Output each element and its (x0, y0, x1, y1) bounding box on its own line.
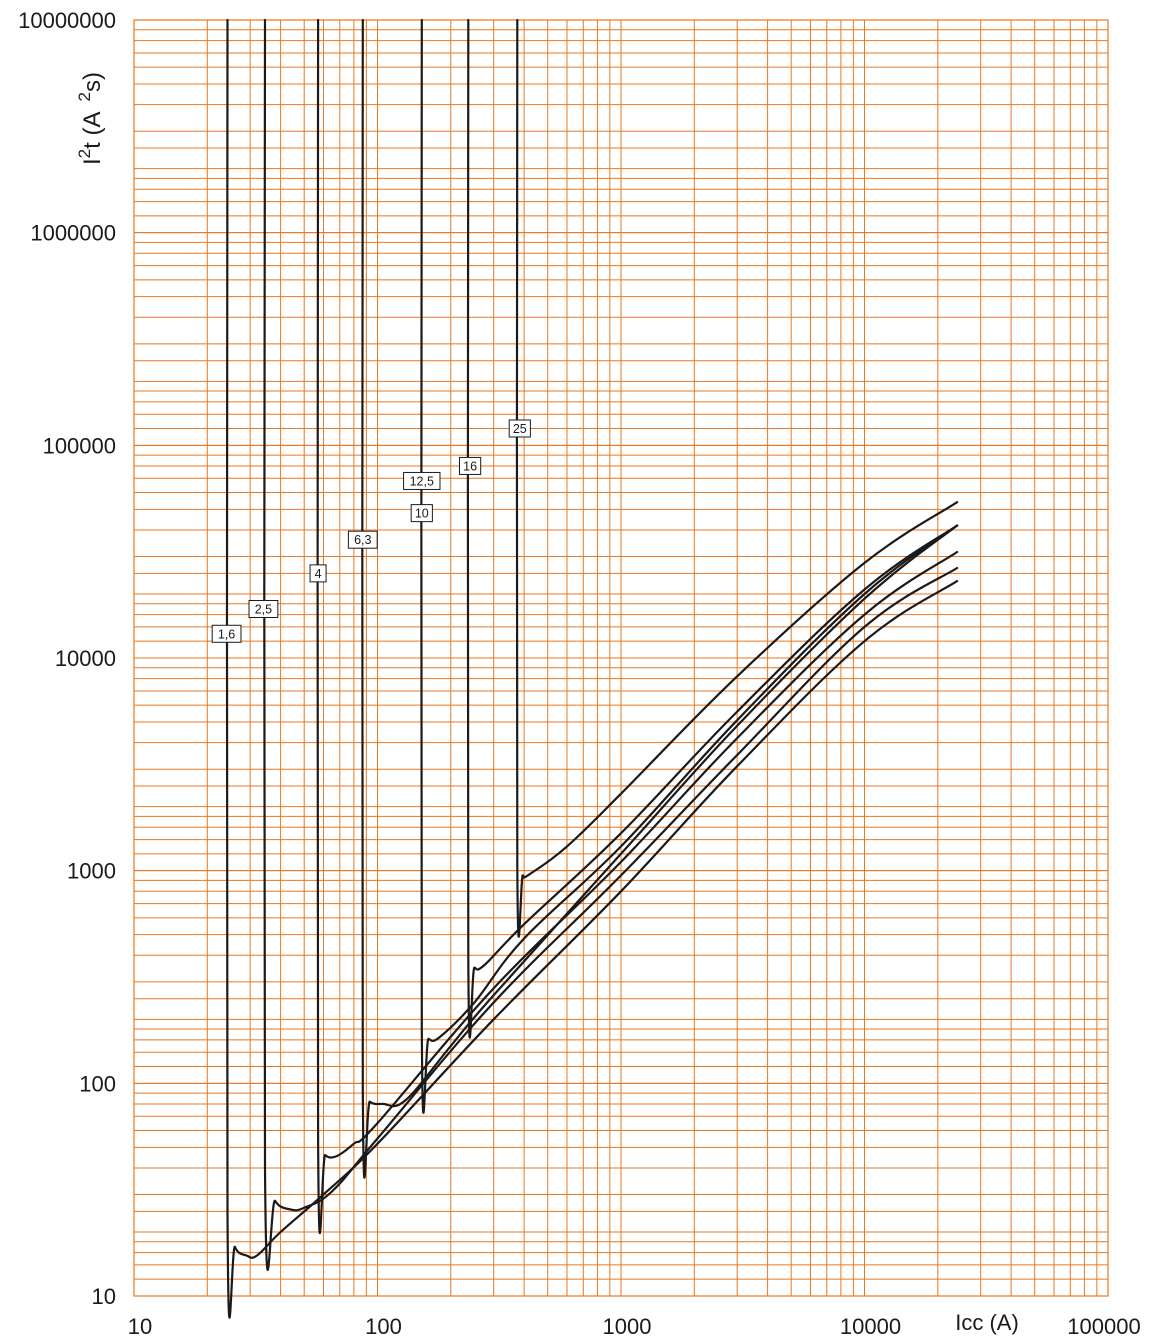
y-tick-label: 100000 (43, 433, 116, 458)
curve-label-4: 4 (309, 564, 327, 583)
y-tick-label: 100 (79, 1071, 116, 1096)
x-tick-label: 100000 (1067, 1314, 1140, 1339)
y-tick-labels: 10 100 1000 10000 100000 1000000 10000000 (18, 8, 116, 1309)
x-tick-label: 100 (365, 1314, 402, 1339)
curve-labels: 1,6 2,5 4 6,3 10 12,5 16 25 (211, 419, 531, 643)
svg-text:4: 4 (315, 567, 322, 581)
curve-label-6-3: 6,3 (347, 530, 378, 549)
curve-label-2-5: 2,5 (248, 599, 279, 618)
curve-10 (420, 18, 959, 1114)
curves (225, 18, 959, 1319)
y-tick-label: 1000000 (30, 221, 116, 246)
curve-16 (466, 18, 959, 1039)
curve-4 (316, 18, 959, 1235)
y-tick-label: 1000 (67, 859, 116, 884)
curve-label-10: 10 (410, 504, 433, 523)
y-axis-label: I2t (A2s) (75, 72, 106, 165)
svg-text:6,3: 6,3 (354, 533, 371, 547)
svg-text:16: 16 (463, 459, 477, 473)
x-axis-label: Icc (A) (955, 1310, 1019, 1335)
curve-2-5 (263, 18, 959, 1271)
curve-label-1-6: 1,6 (211, 624, 242, 643)
x-tick-label: 10000 (840, 1314, 901, 1339)
grid (133, 19, 1109, 1297)
curve-1-6 (225, 18, 959, 1319)
x-tick-label: 1000 (603, 1314, 652, 1339)
svg-text:12,5: 12,5 (410, 474, 434, 488)
y-tick-label: 10 (92, 1284, 116, 1309)
svg-text:2,5: 2,5 (255, 602, 272, 616)
svg-text:25: 25 (513, 422, 527, 436)
plot-frame (133, 19, 1109, 1297)
x-tick-label: 10 (128, 1314, 152, 1339)
x-tick-labels: 10 100 1000 10000 100000 (128, 1314, 1141, 1339)
curve-25 (515, 18, 959, 938)
svg-text:1,6: 1,6 (218, 627, 235, 641)
y-tick-label: 10000000 (18, 8, 116, 33)
svg-text:10: 10 (415, 507, 429, 521)
curve-label-16: 16 (458, 456, 482, 475)
curve-6-3 (361, 18, 959, 1179)
curve-label-25: 25 (508, 419, 531, 438)
curve-label-12-5: 12,5 (403, 471, 441, 490)
y-tick-label: 10000 (55, 646, 116, 671)
